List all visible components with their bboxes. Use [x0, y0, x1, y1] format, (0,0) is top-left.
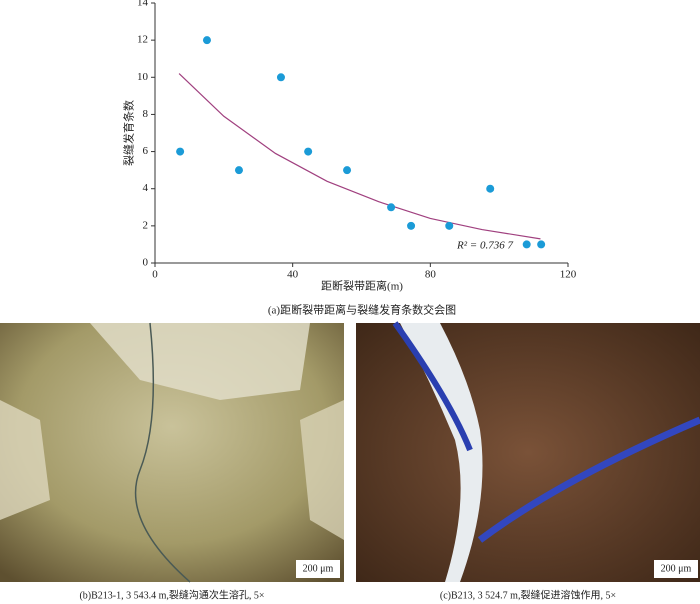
annotation: R² = 0.736 7: [456, 240, 513, 252]
fit-curve: [178, 73, 541, 240]
x-tick-label: 80: [425, 269, 437, 281]
photo-b: 200 μm: [0, 322, 344, 583]
grain: [300, 400, 344, 540]
grain: [90, 323, 310, 400]
x-tick-label: 40: [287, 269, 299, 281]
scale-bar: 200 μm: [303, 563, 334, 574]
point: [445, 221, 454, 230]
y-axis-label: 裂缝发育条数: [122, 100, 136, 166]
x-axis-label: 距断裂带距离(m): [321, 279, 403, 293]
y-tick-label: 14: [137, 0, 149, 9]
photo: [356, 323, 700, 582]
photo-caption: (c)B213, 3 524.7 m,裂缝促进溶蚀作用, 5×: [440, 588, 616, 601]
point: [407, 221, 416, 230]
point: [343, 166, 352, 175]
y-tick-label: 0: [143, 257, 149, 269]
point: [522, 240, 531, 249]
y-tick-label: 2: [143, 219, 149, 231]
fracture: [392, 321, 473, 452]
point: [176, 147, 185, 156]
point: [387, 203, 396, 212]
point: [304, 147, 313, 156]
photo-caption: (b)B213-1, 3 543.4 m,裂缝沟通次生溶孔, 5×: [79, 588, 264, 601]
photo-c: 200 μm: [356, 321, 700, 582]
x-tick-label: 120: [560, 269, 577, 281]
y-tick-label: 4: [143, 182, 149, 194]
y-tick-label: 10: [137, 71, 149, 83]
point: [202, 36, 211, 45]
fracture: [134, 322, 191, 583]
point: [234, 166, 243, 175]
grain: [0, 400, 50, 520]
y-tick-label: 8: [143, 108, 149, 120]
scale-box: [654, 560, 698, 578]
y-tick-label: 6: [143, 145, 149, 157]
chart-caption: (a)距断裂带距离与裂缝发育条数交会图: [268, 303, 456, 317]
y-tick-label: 12: [137, 34, 148, 46]
x-tick-label: 0: [152, 269, 158, 281]
point: [486, 184, 495, 193]
fracture: [400, 323, 483, 582]
point: [276, 73, 285, 82]
scale-bar: 200 μm: [661, 563, 692, 574]
scale-box: [296, 560, 340, 578]
point: [537, 240, 546, 249]
fracture: [477, 416, 700, 543]
